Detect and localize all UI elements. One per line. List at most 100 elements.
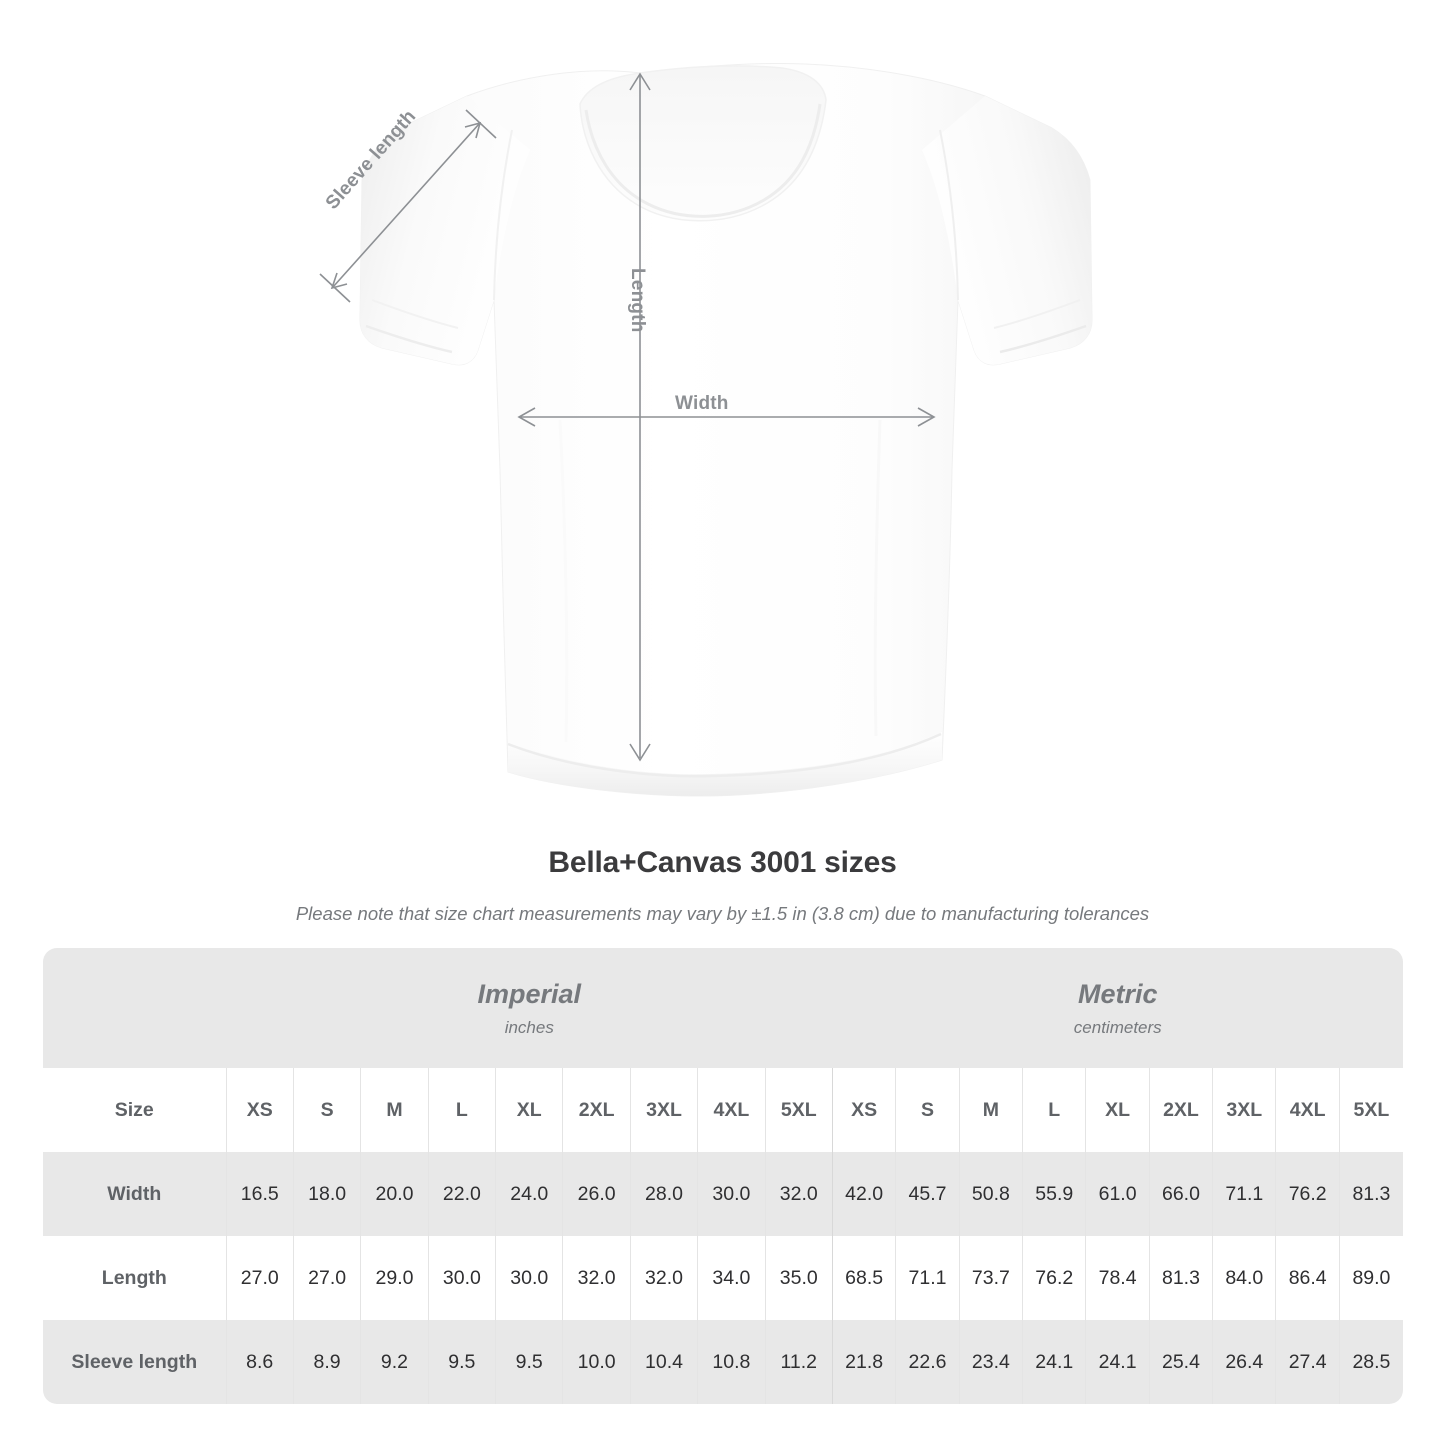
cell-metric: 76.2 bbox=[1275, 1152, 1340, 1236]
sleeve-arrow-head-bottom bbox=[330, 272, 348, 290]
cell-metric: 24.1 bbox=[1085, 1320, 1150, 1404]
cell-imperial: 26.0 bbox=[562, 1152, 631, 1236]
cell-metric: 81.3 bbox=[1148, 1236, 1213, 1320]
cell-metric: 81.3 bbox=[1338, 1152, 1403, 1236]
size-header-cell: XS bbox=[831, 1068, 896, 1152]
cell-imperial: 9.2 bbox=[360, 1320, 429, 1404]
cell-metric: 50.8 bbox=[958, 1152, 1023, 1236]
size-header-cell: 3XL bbox=[1212, 1068, 1276, 1152]
cell-metric: 45.7 bbox=[895, 1152, 960, 1236]
cell-metric: 84.0 bbox=[1212, 1236, 1276, 1320]
size-header-cell: 2XL bbox=[562, 1068, 631, 1152]
size-header-row: Size XS S M L XL 2XL 3XL 4XL 5XL XS S M L XL 2XL 3XL 4XL 5… bbox=[43, 1068, 1403, 1152]
heading-block: Bella+Canvas 3001 sizes Please note that… bbox=[0, 845, 1445, 926]
cell-metric: 42.0 bbox=[831, 1152, 896, 1236]
size-header-cell: 5XL bbox=[1338, 1068, 1403, 1152]
tshirt-silhouette bbox=[359, 62, 1093, 797]
unit-group-metric: Metric centimeters bbox=[832, 948, 1403, 1068]
cell-imperial: 32.0 bbox=[764, 1152, 833, 1236]
left-armhole-seam bbox=[493, 129, 513, 301]
cell-metric: 68.5 bbox=[831, 1236, 896, 1320]
cell-imperial: 8.6 bbox=[225, 1320, 294, 1404]
tshirt-illustration bbox=[319, 62, 1093, 797]
length-arrow-head-top bbox=[629, 72, 651, 91]
cell-imperial: 27.0 bbox=[225, 1236, 294, 1320]
cell-imperial: 16.5 bbox=[225, 1152, 294, 1236]
size-header-cell: XS bbox=[225, 1068, 294, 1152]
unit-group-imperial: Imperial inches bbox=[226, 948, 833, 1068]
table-row: Length 27.0 27.0 29.0 30.0 30.0 32.0 32.0 34.0 35… bbox=[43, 1236, 1403, 1320]
collar-ribbing bbox=[584, 103, 822, 218]
size-header-cell: L bbox=[427, 1068, 496, 1152]
unit-group-name: Imperial bbox=[477, 978, 582, 1009]
cell-imperial: 9.5 bbox=[495, 1320, 563, 1404]
sleeve-arrow-line bbox=[332, 123, 480, 288]
cell-metric: 55.9 bbox=[1022, 1152, 1086, 1236]
tolerance-note: Please note that size chart measurements… bbox=[295, 903, 1150, 924]
cell-metric: 24.1 bbox=[1022, 1320, 1086, 1404]
unit-banner-spacer-left bbox=[43, 948, 227, 1068]
cell-imperial: 10.4 bbox=[629, 1320, 698, 1404]
unit-group-subtitle: centimeters bbox=[1073, 1017, 1162, 1037]
size-header-cell: M bbox=[958, 1068, 1023, 1152]
row-label: Sleeve length bbox=[43, 1320, 227, 1404]
hem-stitch-line bbox=[507, 732, 942, 778]
table-row: Sleeve length 8.6 8.9 9.2 9.5 9.5 10.0 10.4 10.8… bbox=[43, 1320, 1403, 1404]
right-sleeve-hem bbox=[999, 324, 1087, 354]
tshirt-right-sleeve bbox=[922, 96, 1092, 365]
cell-imperial: 29.0 bbox=[360, 1236, 429, 1320]
cell-imperial: 8.9 bbox=[292, 1320, 361, 1404]
row-label: Width bbox=[43, 1152, 227, 1236]
tshirt-left-sleeve bbox=[360, 96, 530, 365]
cell-imperial: 18.0 bbox=[292, 1152, 361, 1236]
right-armhole-seam bbox=[939, 129, 959, 301]
size-header-cell: 4XL bbox=[1275, 1068, 1340, 1152]
cell-imperial: 34.0 bbox=[697, 1236, 766, 1320]
sleeve-tick-top bbox=[465, 109, 497, 139]
size-header-cell: 2XL bbox=[1148, 1068, 1213, 1152]
fabric-fold-2 bbox=[873, 419, 882, 737]
cell-metric: 78.4 bbox=[1085, 1236, 1150, 1320]
fabric-fold-1 bbox=[558, 419, 569, 743]
cell-metric: 23.4 bbox=[958, 1320, 1023, 1404]
cell-imperial: 35.0 bbox=[764, 1236, 833, 1320]
cell-metric: 71.1 bbox=[1212, 1152, 1276, 1236]
cell-metric: 66.0 bbox=[1148, 1152, 1213, 1236]
cell-metric: 26.4 bbox=[1212, 1320, 1276, 1404]
size-header-cell: S bbox=[292, 1068, 361, 1152]
cell-metric: 61.0 bbox=[1085, 1152, 1150, 1236]
cell-imperial: 30.0 bbox=[697, 1152, 766, 1236]
cell-metric: 27.4 bbox=[1275, 1320, 1340, 1404]
unit-group-name: Metric bbox=[1077, 978, 1158, 1009]
size-header-cell: XL bbox=[1085, 1068, 1150, 1152]
tshirt-diagram: Sleeve length Length Width bbox=[319, 62, 1093, 797]
size-header-cell: M bbox=[360, 1068, 429, 1152]
size-header-cell: L bbox=[1022, 1068, 1086, 1152]
cell-metric: 76.2 bbox=[1022, 1236, 1086, 1320]
cell-metric: 71.1 bbox=[895, 1236, 960, 1320]
cell-metric: 73.7 bbox=[958, 1236, 1023, 1320]
width-arrow-head-right bbox=[917, 407, 936, 427]
cell-metric: 22.6 bbox=[895, 1320, 960, 1404]
measurement-lines bbox=[319, 72, 936, 762]
table-row: Width 16.5 18.0 20.0 22.0 24.0 26.0 28.0 30.0 32.… bbox=[43, 1152, 1403, 1236]
size-header-label: Size bbox=[43, 1068, 227, 1152]
size-table: Imperial inches Metric centimeters Size XS S M L… bbox=[43, 948, 1403, 1404]
size-header-cell: XL bbox=[495, 1068, 563, 1152]
tshirt-collar bbox=[579, 65, 827, 222]
size-table-container: Imperial inches Metric centimeters Size XS S M L… bbox=[43, 948, 1403, 1404]
cell-imperial: 28.0 bbox=[629, 1152, 698, 1236]
cell-imperial: 30.0 bbox=[495, 1236, 563, 1320]
size-header-cell: S bbox=[895, 1068, 960, 1152]
row-label: Length bbox=[43, 1236, 227, 1320]
page-title: Bella+Canvas 3001 sizes bbox=[548, 846, 897, 879]
unit-banner-row: Imperial inches Metric centimeters bbox=[43, 948, 1403, 1068]
size-header-cell: 5XL bbox=[764, 1068, 833, 1152]
length-arrow-head-bottom bbox=[629, 743, 651, 762]
cell-imperial: 32.0 bbox=[562, 1236, 631, 1320]
cell-imperial: 24.0 bbox=[495, 1152, 563, 1236]
unit-group-subtitle: inches bbox=[504, 1017, 554, 1037]
cell-metric: 28.5 bbox=[1338, 1320, 1403, 1404]
size-header-cell: 4XL bbox=[697, 1068, 766, 1152]
